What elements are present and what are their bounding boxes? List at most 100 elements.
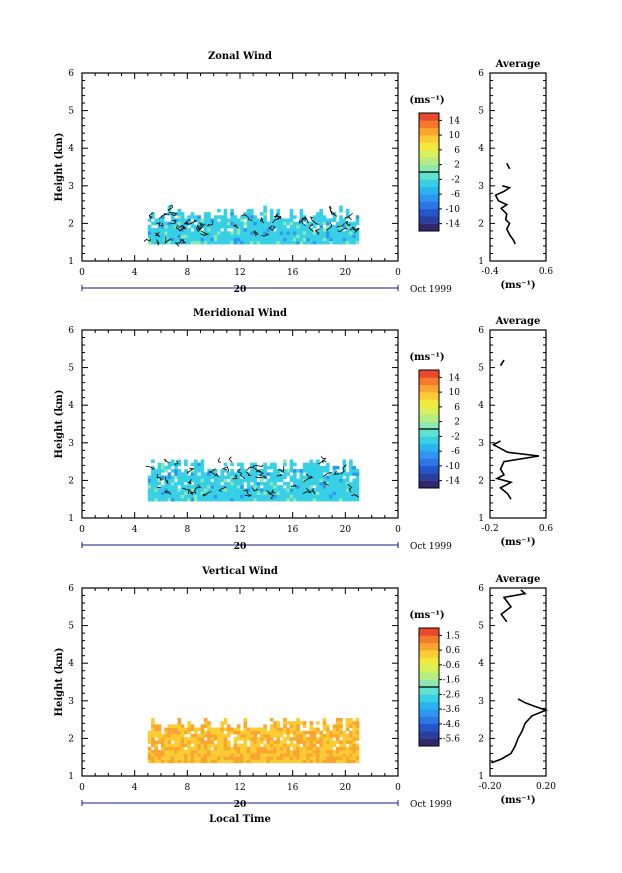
heatmap-cell <box>326 485 330 489</box>
heatmap-cell <box>250 488 254 492</box>
contour-line <box>260 216 265 224</box>
heatmap-cell <box>151 730 155 735</box>
heatmap-cell <box>250 734 254 738</box>
heatmap-cell <box>161 746 165 751</box>
heatmap-cell <box>164 494 168 499</box>
contour-line <box>194 484 202 494</box>
heatmap-cell <box>223 218 228 222</box>
heatmap-cell <box>339 215 343 219</box>
contour-line <box>246 466 261 473</box>
heatmap-cell <box>194 750 198 754</box>
heatmap-cell <box>200 759 205 764</box>
heatmap-cell <box>167 224 172 229</box>
heatmap-cell <box>157 727 162 732</box>
heatmap-cell <box>190 478 195 483</box>
heatmap-cell <box>174 469 178 473</box>
colorbar-swatch <box>419 701 439 710</box>
heatmap-cell <box>276 721 281 725</box>
heatmap-cell <box>306 750 310 754</box>
date-label: Oct 1999 <box>410 800 452 810</box>
heatmap-cell <box>147 488 152 492</box>
heatmap-cell <box>250 759 254 764</box>
heatmap-cell <box>187 494 191 499</box>
heatmap-cell <box>342 737 347 741</box>
heatmap-cell <box>312 234 317 238</box>
heatmap-cell <box>217 237 221 242</box>
average-y-tick-label: 6 <box>478 584 484 594</box>
heatmap-cell <box>345 208 350 213</box>
heatmap-cell <box>217 234 221 238</box>
contour-line <box>237 468 246 479</box>
heatmap-cell <box>326 743 330 748</box>
heatmap-cell <box>312 469 317 473</box>
contour-line <box>268 491 274 500</box>
heatmap-cell <box>151 497 155 502</box>
heatmap-cell <box>256 485 261 489</box>
heatmap-cell <box>170 469 175 473</box>
colorbar-swatch <box>419 406 439 415</box>
heatmap-cell <box>233 228 238 232</box>
heatmap-cell <box>154 478 158 483</box>
heatmap-cell <box>286 237 290 242</box>
heatmap-cell <box>273 465 277 470</box>
heatmap-cell <box>269 237 274 242</box>
heatmap-cell <box>161 740 165 744</box>
colorbar-tick-label: -3.6 <box>443 705 461 715</box>
heatmap-cell <box>309 753 314 757</box>
heatmap-cell <box>174 724 178 728</box>
heatmap-cell <box>256 491 261 495</box>
heatmap-cell <box>243 721 248 725</box>
heatmap-cell <box>151 478 155 483</box>
heatmap-cell <box>246 208 251 213</box>
contour-line <box>299 217 307 224</box>
heatmap-cell <box>283 488 287 492</box>
heatmap-cell <box>349 740 353 744</box>
heatmap-cell <box>177 218 182 222</box>
contour-line <box>143 238 151 242</box>
heatmap-cell <box>309 746 314 751</box>
heatmap-cell <box>151 485 155 489</box>
heatmap-cell <box>339 218 343 222</box>
heatmap-cell <box>299 759 304 764</box>
x-tick-label: 16 <box>287 783 299 793</box>
heatmap-cell <box>220 727 224 732</box>
heatmap-cell <box>263 231 267 235</box>
average-y-tick-label: 4 <box>478 144 484 154</box>
average-y-tick-label: 1 <box>478 772 484 782</box>
heatmap-cell <box>266 750 271 754</box>
heatmap-cell <box>217 750 221 754</box>
heatmap-cell <box>243 753 248 757</box>
heatmap-cell <box>283 469 287 473</box>
heatmap-cell <box>352 494 356 499</box>
heatmap-cell <box>269 475 274 479</box>
contour-line <box>326 221 333 232</box>
heatmap-cell <box>329 497 333 502</box>
heatmap-cell <box>312 488 317 492</box>
heatmap-cell <box>253 478 257 483</box>
heatmap-cell <box>345 485 350 489</box>
heatmap-cell <box>240 497 244 502</box>
heatmap-cell <box>227 743 231 748</box>
heatmap-cell <box>197 240 201 245</box>
heatmap-cell <box>203 724 208 728</box>
heatmap-cell <box>200 750 205 754</box>
contour-line <box>198 222 204 228</box>
average-y-tick-label: 2 <box>478 734 484 744</box>
heatmap-cell <box>352 750 356 754</box>
heatmap-cell <box>276 730 281 735</box>
heatmap-cell <box>253 221 257 226</box>
heatmap-cell <box>236 240 241 245</box>
heatmap-cell <box>236 756 241 760</box>
heatmap-cell <box>253 756 257 760</box>
heatmap-cell <box>332 756 337 760</box>
heatmap-cell <box>220 240 224 245</box>
heatmap-cell <box>184 475 188 479</box>
heatmap-cell <box>322 228 327 232</box>
heatmap-cell <box>200 469 205 473</box>
heatmap-cell <box>187 756 191 760</box>
heatmap-cell <box>217 221 221 226</box>
heatmap-cell <box>203 746 208 751</box>
heatmap-cell <box>263 756 267 760</box>
heatmap-cell <box>345 494 350 499</box>
colorbar-swatch <box>419 642 439 651</box>
